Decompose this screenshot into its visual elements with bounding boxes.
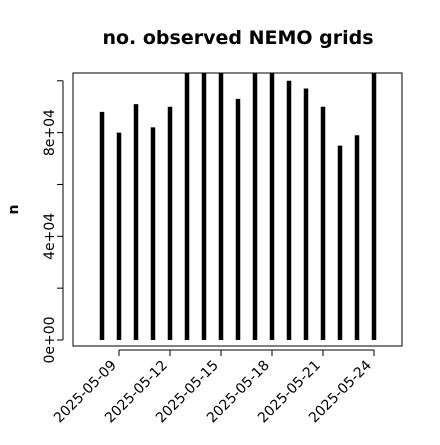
y-axis-label: n <box>6 205 22 215</box>
chart-title: no. observed NEMO grids <box>102 27 373 49</box>
y-tick-label-8e+04: 8e+04 <box>42 109 58 156</box>
y-axis: 0e+00 4e+04 8e+04 <box>42 80 64 364</box>
y-tick-label-4e+04: 4e+04 <box>42 213 58 260</box>
x-axis: 2025-05-092025-05-122025-05-152025-05-18… <box>51 349 375 426</box>
y-tick-label-0e+00: 0e+00 <box>42 316 58 363</box>
bars-layer <box>99 73 377 340</box>
plot-border <box>72 72 403 347</box>
